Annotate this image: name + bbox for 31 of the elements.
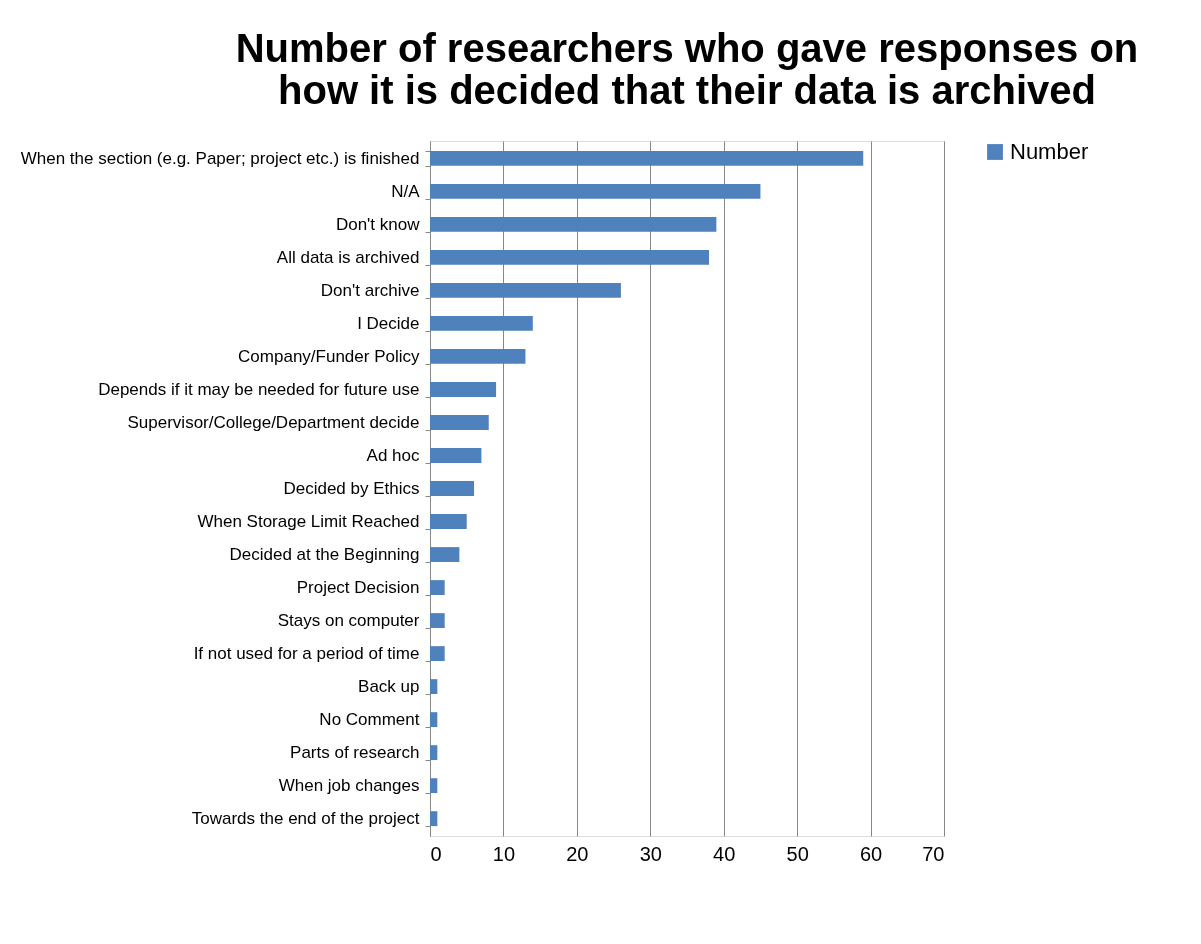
legend-label: Number xyxy=(1010,139,1089,164)
y-tick-label: Decided by Ethics xyxy=(283,479,420,498)
x-tick-label: 0 xyxy=(430,842,442,865)
y-tick-label: Don't archive xyxy=(320,280,420,300)
y-tick-label: When Storage Limit Reached xyxy=(197,512,420,532)
y-tick-label: Supervisor/College/Department decide xyxy=(127,412,420,432)
y-tick-label: N/A xyxy=(391,181,421,201)
y-tick-label: Decided at the Beginning xyxy=(229,545,420,565)
x-tick-label: 10 xyxy=(492,842,516,865)
y-tick-label: If not used for a period of time xyxy=(193,644,420,664)
x-tick-label: 20 xyxy=(566,842,589,865)
y-tick-label: When the section (e.g. Paper; project etc.) is finished xyxy=(20,148,420,168)
y-tick-label: Towards the end of the project xyxy=(191,809,420,829)
text: Number of researchers who gave responses on xyxy=(235,26,1139,70)
y-tick-label: Project Decision xyxy=(296,578,420,598)
y-tick-label: Back up xyxy=(358,677,420,697)
y-tick-label: Company/Funder Policy xyxy=(238,346,420,366)
x-tick-label: 50 xyxy=(786,842,809,865)
y-tick-label: Parts of research xyxy=(290,743,420,763)
y-tick-label: I Decide xyxy=(357,313,420,333)
y-tick-label: Ad hoc xyxy=(366,445,420,465)
y-tick-label: Depends if it may be needed for future use xyxy=(98,379,420,399)
x-tick-label: 30 xyxy=(639,842,662,865)
y-tick-label: Stays on computer xyxy=(277,611,420,631)
y-tick-label: Don't know xyxy=(335,214,421,234)
y-tick-label: No Comment xyxy=(319,710,420,730)
x-tick-label: 70 xyxy=(922,842,945,865)
x-tick-label: 40 xyxy=(713,842,736,865)
y-tick-label: All data is archived xyxy=(276,247,420,267)
y-tick-label: When job changes xyxy=(278,776,420,796)
x-tick-label: 60 xyxy=(859,842,883,865)
